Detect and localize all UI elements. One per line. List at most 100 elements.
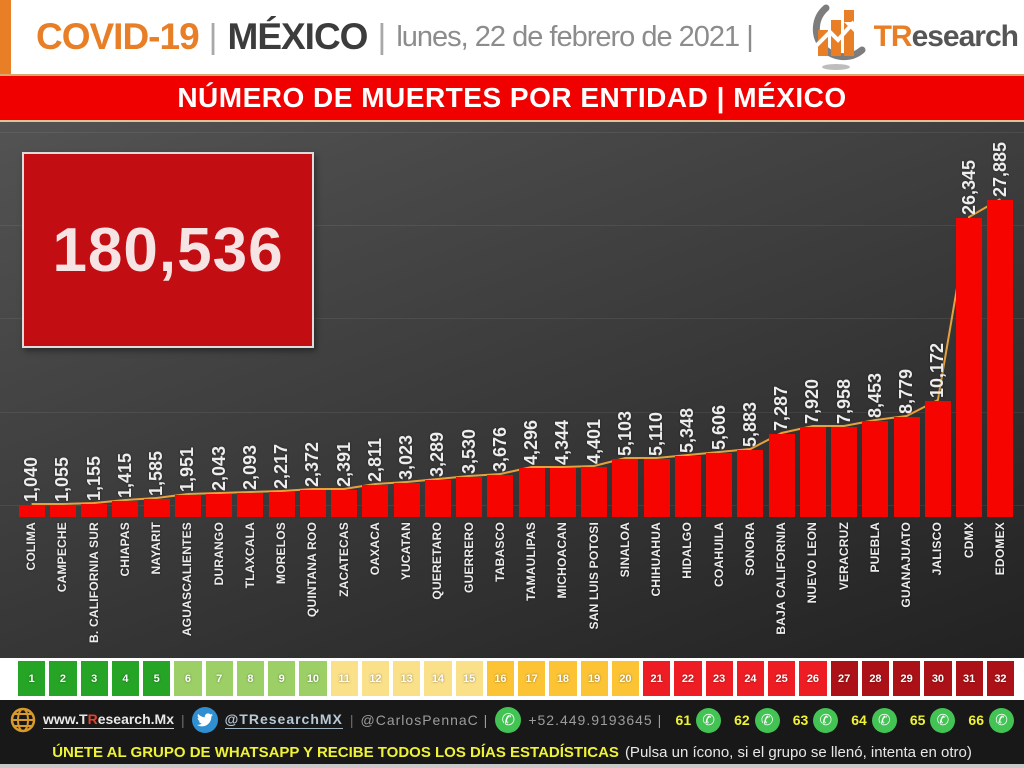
rank-cell-1: 1 [18,661,46,696]
tresearch-logo: TResearch [796,2,1019,72]
bar-durango [206,494,233,517]
rank-cell-11: 11 [330,661,358,696]
bar-value-label: 3,023 [396,434,416,480]
whatsapp-group-number: 63 [792,712,809,728]
bar-value-label: 2,043 [208,445,229,491]
rank-cell-3: 3 [80,661,108,696]
carlos-handle[interactable]: @CarlosPennaC | [360,712,489,728]
x-axis-label: TAMAULIPAS [524,522,538,601]
bar-chihuahua [643,459,670,517]
whatsapp-group-62: 62 ✆ [734,707,780,733]
country-title: MÉXICO [227,16,369,57]
bar-value-label: 3,676 [489,426,510,472]
whatsapp-icon[interactable]: ✆ [754,707,780,733]
bar-value-label: 26,345 [958,159,979,215]
rank-cell-30: 30 [924,661,952,696]
whatsapp-icon[interactable]: ✆ [813,707,839,733]
rank-cell-8: 8 [236,661,265,696]
bar-hidalgo [674,456,701,517]
gridline [0,132,1024,133]
bar-sinaloa [612,459,639,517]
bar-sonora [737,450,764,517]
bar-value-label: 2,093 [239,444,260,490]
bar-value-label: 5,103 [614,410,635,456]
twitter-handle-link[interactable]: @TResearchMX [224,711,343,729]
total-deaths-box: 180,536 [22,152,314,348]
bar-guanajuato [893,417,920,517]
title-separator: | [377,17,387,56]
whatsapp-group-number: 65 [909,712,926,728]
x-axis-label: CHIAPAS [117,522,132,577]
whatsapp-icon[interactable]: ✆ [930,707,956,733]
bar-aguascalientes [174,495,201,517]
x-axis-label: COLIMA [24,522,38,571]
tresearch-logo-icon [812,4,866,70]
header-accent-stripe [0,0,11,74]
whatsapp-group-61: 61 ✆ [675,707,722,733]
bar-value-label: 7,287 [771,385,791,431]
rank-cell-9: 9 [268,661,296,696]
x-axis-label: MICHOACAN [555,522,570,599]
x-axis-label: CAMPECHE [55,522,70,593]
website-link[interactable]: www.TResearch.Mx [43,711,174,729]
twitter-icon[interactable] [191,707,218,733]
rank-cell-15: 15 [455,661,483,696]
whatsapp-group-66: 66 ✆ [968,707,1014,733]
x-axis-label: GUANAJUATO [899,522,913,608]
rank-cell-16: 16 [486,661,515,696]
bar-tlaxcala [237,493,264,517]
x-axis-label: OAXACA [367,522,382,576]
whatsapp-phone-icon[interactable]: ✆ [495,707,522,733]
whatsapp-groups: 61 ✆ 62 ✆ 63 ✆ 64 ✆ 65 ✆ 66 ✆ [675,707,1014,733]
bar-chiapas [112,501,139,517]
logo-text-gray: esearch [911,20,1019,53]
x-axis-label: SONORA [742,522,757,576]
footer-social: www.TResearch.Mx | @TResearchMX | @Carlo… [10,707,662,733]
bar-value-label: 5,883 [739,401,760,447]
rank-cell-7: 7 [205,661,233,696]
x-axis-label: TLAXCALA [242,522,257,589]
rank-cell-29: 29 [893,661,921,696]
rank-cell-32: 32 [986,661,1015,696]
bar-quintana-roo [299,490,326,517]
total-deaths-value: 180,536 [52,215,284,285]
bar-campeche [49,505,76,517]
rank-cell-25: 25 [768,661,796,696]
bar-value-label: 2,811 [364,437,385,482]
whatsapp-group-number: 61 [675,712,692,728]
date-label: lunes, 22 de febrero de 2021 | [396,20,753,53]
bar-value-label: 1,585 [146,450,166,496]
whatsapp-group-number: 64 [851,712,867,728]
bar-chart: 1,040 COLIMA 1,055 CAMPECHE 1,155 B. CALIFORN… [0,122,1024,658]
whatsapp-icon[interactable]: ✆ [989,707,1014,733]
bar-tabasco [487,475,514,517]
x-axis-label: BAJA CALIFORNIA [774,522,788,635]
rank-cell-6: 6 [174,661,202,696]
cta-text: ÚNETE AL GRUPO DE WHATSAPP Y RECIBE TODO… [52,743,619,761]
footer-separator: | [181,712,185,728]
x-axis-label: CHIHUAHUA [649,522,663,597]
bar-value-label: 3,289 [427,431,448,477]
x-axis-label: YUCATAN [399,522,413,581]
x-axis-label: COAHUILA [711,522,726,587]
x-axis-label: ZACATECAS [336,522,351,597]
x-axis-label: TABASCO [492,522,507,582]
bar-cdmx [956,218,983,517]
whatsapp-icon[interactable]: ✆ [696,707,722,733]
bar-value-label: 2,391 [333,441,354,487]
rank-cell-14: 14 [424,661,452,696]
bar-morelos [268,492,295,517]
bar-san-luis-potosi [581,467,608,517]
rank-cell-12: 12 [361,661,390,696]
phone-number: +52.449.9193645 | [528,712,663,728]
x-axis-label: QUERETARO [430,522,445,600]
whatsapp-icon[interactable]: ✆ [871,707,897,733]
bar-value-label: 1,155 [83,455,104,501]
x-axis-label: PUEBLA [867,522,882,573]
footer-separator: | [349,712,354,728]
bar-value-label: 7,958 [833,378,854,424]
website-text: www.T [43,711,88,727]
bar-value-label: 1,055 [52,456,73,502]
x-axis-label: MORELOS [274,522,288,585]
bar-guerrero [456,477,483,517]
